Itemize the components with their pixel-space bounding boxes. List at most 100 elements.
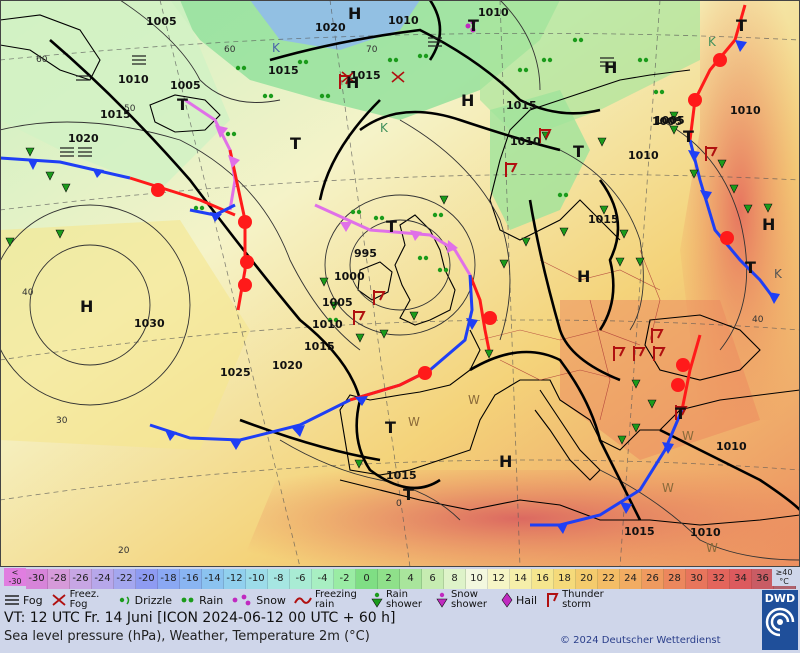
legend-snow: Snow	[231, 590, 286, 610]
temp-label: 50	[124, 104, 136, 114]
high-pressure-label: H	[499, 452, 512, 471]
cold-front-russia	[688, 139, 777, 301]
hail-icon	[501, 592, 513, 608]
isobar-label: 1010	[478, 6, 509, 19]
warm-front-semicircle	[151, 183, 165, 197]
warm-front-britain	[468, 274, 492, 356]
low-pressure-label: T	[745, 258, 756, 277]
temp-label: 20	[118, 546, 130, 556]
snow-icon	[232, 594, 251, 606]
warm-front-semicircle	[671, 378, 685, 392]
coast-black-sea	[644, 314, 761, 381]
high-pressure-label: H	[348, 4, 361, 23]
cold-front-atlantic	[0, 156, 131, 180]
scale-cell: 20	[576, 569, 598, 589]
isobar-label: 995	[354, 247, 377, 260]
scale-cell: -6	[290, 569, 312, 589]
rain-symbol	[193, 37, 665, 323]
high-pressure-label: H	[461, 91, 474, 110]
occlusion-britain	[314, 203, 472, 276]
scale-cell: 8	[444, 569, 466, 589]
high-pressure-label: H	[80, 297, 93, 316]
cold-front-triangle	[556, 523, 568, 534]
region-label: W	[662, 481, 674, 495]
low-pressure-label: T	[675, 404, 686, 423]
isobar-label: 1000	[334, 270, 365, 283]
legend-hail: Hail	[501, 590, 537, 610]
low-pressure-label: T	[385, 418, 396, 437]
isobar-label: 1015	[386, 469, 417, 482]
warm-front-semicircle	[238, 278, 252, 292]
isobar-label: 1005	[146, 15, 177, 28]
scale-cell: 30	[686, 569, 708, 589]
snow-symbol	[465, 19, 476, 33]
scale-high-top: ≥40	[775, 568, 793, 577]
warm-front-semicircle	[240, 255, 254, 269]
low-pressure-labels: T T T T T T T T T T T	[177, 16, 756, 504]
coast-italy	[534, 389, 601, 481]
high-pressure-label: H	[346, 73, 359, 92]
africa-hot-area	[240, 470, 800, 567]
copyright: © 2024 Deutscher Wetterdienst	[560, 635, 721, 646]
scale-low-bottom: -30	[8, 577, 22, 586]
dwd-logo-text: DWD	[764, 592, 796, 605]
region-labels: K K K K W W W W W	[272, 35, 783, 555]
rain-shower-icon	[371, 592, 383, 608]
temperature-labels: 40 30 20 60 50 70 60 40 0	[22, 45, 764, 556]
scale-cell: 10	[466, 569, 488, 589]
region-label: W	[468, 393, 480, 407]
scale-cell: 4	[400, 569, 422, 589]
legend-freezing-rain: Freezing rain	[294, 590, 363, 610]
warm-front-aegean	[680, 334, 702, 411]
temperature-color-scale: -30 -28 -26 -24 -22 -20 -18 -16 -14 -12 -10 -8 -6 -4-…	[26, 569, 796, 589]
legend-rain-label: Rain	[199, 593, 224, 607]
isobar-label: 1005	[322, 296, 353, 309]
isobar-label: 1030	[134, 317, 165, 330]
isobar-label: 1015	[268, 64, 299, 77]
low-pressure-label: T	[683, 127, 694, 146]
isobar-label: 1010	[510, 135, 541, 148]
isobar-label: 1015	[506, 99, 537, 112]
warm-front-semicircle	[238, 215, 252, 229]
coast-iceland	[149, 94, 221, 133]
legend-freezing-rain-label: Freezing rain	[314, 589, 357, 610]
legend-fog: Fog	[4, 590, 43, 610]
low-pressure-label: T	[177, 95, 188, 114]
cold-front-triangle	[230, 440, 242, 450]
region-label: W	[408, 415, 420, 429]
isobar-label: 1015	[588, 213, 619, 226]
legend-freezing-fog: Freez. Fog	[51, 590, 110, 610]
legend-hail-label: Hail	[515, 593, 538, 607]
region-label: K	[708, 35, 717, 49]
cold-front-triangle	[662, 442, 674, 454]
coastlines	[0, 14, 800, 526]
region-label: K	[380, 121, 389, 135]
warm-front-semicircle	[418, 366, 432, 380]
occlusion-symbol	[340, 222, 352, 232]
low-pressure-label: T	[468, 16, 479, 35]
front-symbols	[28, 40, 780, 534]
warm-front-semicircle	[483, 311, 497, 325]
isobar-label: 1010	[730, 104, 761, 117]
isobars-bold	[49, 0, 800, 521]
temp-label: 40	[22, 288, 34, 298]
isobar-label: 1010	[312, 318, 343, 331]
coast-north-africa	[339, 479, 800, 526]
isobars-thin	[0, 0, 800, 561]
scale-cell: 32	[708, 569, 730, 589]
high-pressure-label: H	[762, 215, 775, 234]
region-label: W	[706, 541, 718, 555]
snow-shower-icon	[436, 592, 448, 608]
cold-front-triangle	[620, 502, 632, 514]
cold-front-triangle	[688, 150, 700, 162]
warm-front-russia	[688, 4, 747, 141]
low-pressure-label: T	[290, 134, 301, 153]
scale-cell: 6	[422, 569, 444, 589]
occlusion-symbol	[410, 230, 422, 241]
valid-time: VT: 12 UTC Fr. 14 Juni [ICON 2024-06-12 …	[4, 610, 396, 626]
legend-snow-label: Snow	[256, 593, 286, 607]
rain-icon	[181, 597, 194, 603]
cold-front-triangle	[768, 292, 780, 304]
scale-high-end: ≥40 °C	[772, 568, 796, 586]
scale-cell: 34	[730, 569, 752, 589]
